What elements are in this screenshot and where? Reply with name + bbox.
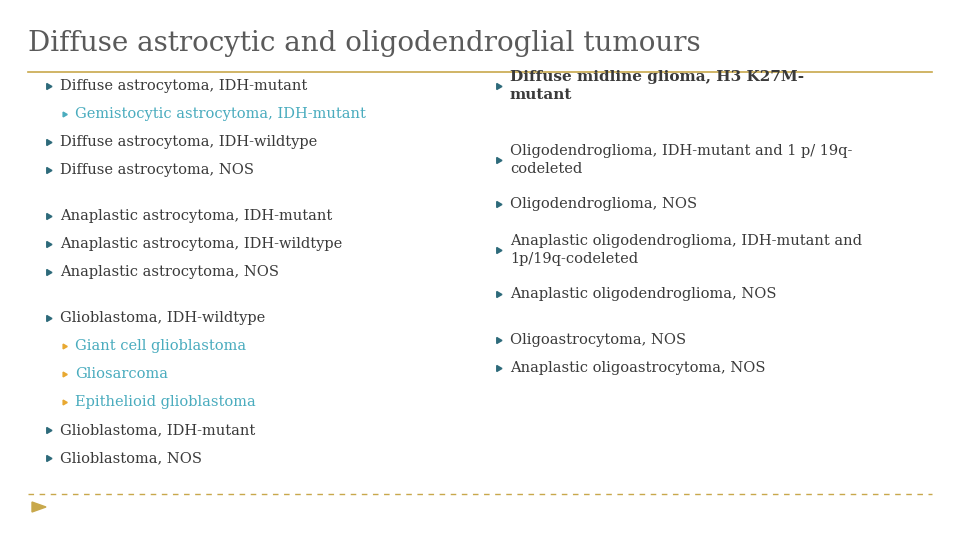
Text: Anaplastic astrocytoma, IDH-mutant: Anaplastic astrocytoma, IDH-mutant — [60, 209, 332, 223]
Text: Gemistocytic astrocytoma, IDH-mutant: Gemistocytic astrocytoma, IDH-mutant — [75, 107, 366, 121]
Text: Oligodendroglioma, IDH-mutant and 1 p/ 19q-
codeleted: Oligodendroglioma, IDH-mutant and 1 p/ 1… — [510, 144, 852, 176]
Text: Diffuse midline glioma, H3 K27M-
mutant: Diffuse midline glioma, H3 K27M- mutant — [510, 70, 804, 102]
Text: Glioblastoma, IDH-wildtype: Glioblastoma, IDH-wildtype — [60, 311, 265, 325]
Text: Anaplastic oligoastrocytoma, NOS: Anaplastic oligoastrocytoma, NOS — [510, 361, 765, 375]
Text: Anaplastic oligodendroglioma, NOS: Anaplastic oligodendroglioma, NOS — [510, 287, 777, 301]
Text: Anaplastic astrocytoma, NOS: Anaplastic astrocytoma, NOS — [60, 265, 279, 279]
Polygon shape — [32, 502, 46, 512]
Text: Diffuse astrocytoma, IDH-mutant: Diffuse astrocytoma, IDH-mutant — [60, 79, 307, 93]
Text: Diffuse astrocytoma, NOS: Diffuse astrocytoma, NOS — [60, 163, 254, 177]
Text: Diffuse astrocytoma, IDH-wildtype: Diffuse astrocytoma, IDH-wildtype — [60, 135, 317, 149]
Text: Epithelioid glioblastoma: Epithelioid glioblastoma — [75, 395, 255, 409]
Text: Diffuse astrocytic and oligodendroglial tumours: Diffuse astrocytic and oligodendroglial … — [28, 30, 701, 57]
Text: Gliosarcoma: Gliosarcoma — [75, 367, 168, 381]
Text: Oligoastrocytoma, NOS: Oligoastrocytoma, NOS — [510, 333, 686, 347]
Text: Oligodendroglioma, NOS: Oligodendroglioma, NOS — [510, 197, 697, 211]
Text: Glioblastoma, IDH-mutant: Glioblastoma, IDH-mutant — [60, 423, 255, 437]
Text: Giant cell glioblastoma: Giant cell glioblastoma — [75, 339, 246, 353]
Text: Anaplastic astrocytoma, IDH-wildtype: Anaplastic astrocytoma, IDH-wildtype — [60, 237, 343, 251]
Text: Anaplastic oligodendroglioma, IDH-mutant and
1p/19q-codeleted: Anaplastic oligodendroglioma, IDH-mutant… — [510, 234, 862, 266]
Text: Glioblastoma, NOS: Glioblastoma, NOS — [60, 451, 202, 465]
